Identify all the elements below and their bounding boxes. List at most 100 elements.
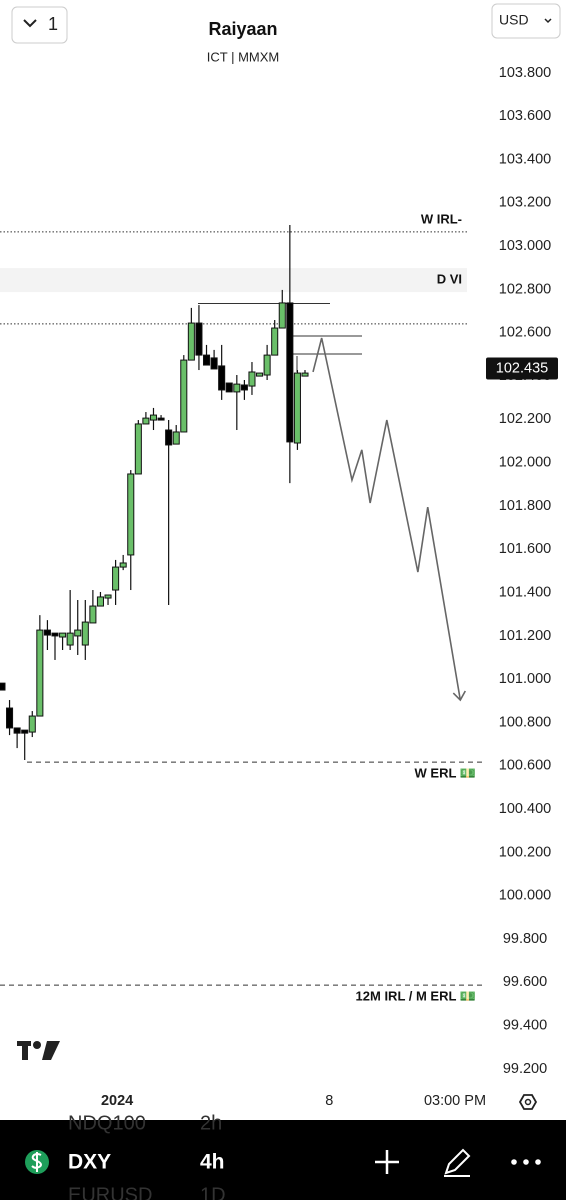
candle-body (187, 322, 195, 361)
candle-body (210, 357, 218, 370)
y-tick-label: 103.000 (499, 238, 551, 254)
y-tick-label: 100.400 (499, 801, 551, 817)
add-icon[interactable] (375, 1150, 399, 1174)
y-tick-label: 101.400 (499, 584, 551, 600)
candle-body (96, 596, 104, 607)
candle-body (278, 302, 286, 329)
faded-interval: 1D (200, 1184, 226, 1200)
x-tick-label: 03:00 PM (424, 1093, 486, 1109)
candle-body (180, 359, 188, 433)
y-tick-label: 103.800 (499, 65, 551, 81)
y-tick-label: 101.600 (499, 541, 551, 557)
x-tick-label: 8 (325, 1093, 333, 1109)
subtitle: ICT | MMXM (207, 49, 279, 64)
candle-body (301, 372, 309, 377)
candle-body (66, 632, 74, 646)
draw-icon[interactable] (444, 1148, 471, 1177)
candle-body (127, 473, 135, 556)
last-price-box (486, 357, 558, 380)
candle-body (248, 371, 256, 387)
zone-label: D VI (437, 272, 462, 287)
candle-body (59, 632, 67, 638)
candle-body (142, 417, 150, 425)
candle-body (165, 429, 173, 446)
candle-body (233, 383, 241, 393)
y-tick-label: 100.000 (499, 888, 551, 904)
zone (0, 268, 467, 293)
y-tick-label: 103.400 (499, 151, 551, 167)
y-tick-label: 101.000 (499, 671, 551, 687)
level-label: 12M IRL / M ERL 💵 (356, 989, 476, 1004)
candle-body (240, 384, 248, 391)
candle-body (263, 354, 271, 376)
symbol[interactable]: DXY (68, 1151, 111, 1174)
projection-path (312, 337, 462, 701)
y-tick-label: 99.800 (503, 931, 547, 947)
bottom-bar (0, 1120, 566, 1200)
y-tick-label: 100.600 (499, 758, 551, 774)
candle-body (271, 327, 279, 356)
y-tick-label: 99.400 (503, 1018, 547, 1034)
timeframe[interactable]: 4h (200, 1151, 225, 1174)
interval-button[interactable] (11, 6, 68, 44)
title: Raiyaan (208, 19, 277, 39)
candle-body (119, 562, 127, 568)
y-tick-label: 99.200 (503, 1061, 547, 1077)
y-tick-label: 103.200 (499, 195, 551, 211)
candle-body (112, 566, 120, 591)
logo (17, 1041, 60, 1060)
candle-body (21, 729, 29, 734)
candle-body (218, 365, 226, 391)
chevron-icon (23, 19, 37, 28)
candle-body (81, 621, 89, 646)
candle-body (157, 417, 165, 421)
drawing (198, 303, 362, 372)
candle-body (286, 302, 294, 443)
x-tick-label: 2024 (101, 1093, 133, 1109)
last-price-label: 102.435 (496, 360, 548, 376)
y-tick-label: 100.200 (499, 844, 551, 860)
dollar-glyph (31, 1152, 42, 1172)
faded-symbol: EURUSD (68, 1184, 152, 1200)
candle-body (36, 629, 44, 717)
candle-body (149, 414, 158, 421)
interval: 1 (48, 14, 58, 34)
faded-interval: 2h (200, 1112, 222, 1134)
candle-body (134, 423, 142, 475)
y-tick-label: 100.800 (499, 714, 551, 730)
projection-arrow (452, 690, 467, 702)
candle-body (0, 682, 6, 691)
candle-body (89, 605, 97, 624)
y-tick-label: 101.800 (499, 498, 551, 514)
y-tick-label: 102.000 (499, 455, 551, 471)
candle-body (28, 715, 36, 733)
candle-body (43, 629, 51, 636)
level-label: W IRL- (421, 211, 462, 226)
level-label: W ERL 💵 (415, 766, 476, 781)
faded-symbol: NDQ100 (68, 1112, 146, 1134)
settings-icon[interactable] (518, 1094, 538, 1110)
currency: USD (499, 12, 529, 28)
candle-body (13, 727, 21, 734)
chevron-icon (544, 18, 552, 24)
candle-body (293, 372, 301, 444)
y-tick-label: 102.600 (499, 325, 551, 341)
candle-body (51, 632, 59, 637)
y-tick-label: 101.200 (499, 628, 551, 644)
candle-body (202, 354, 211, 366)
y-tick-label: 102.200 (499, 411, 551, 427)
price-axis (485, 0, 566, 1085)
plot: D VI W IRL- W ERL 💵 12M IRL / M ERL 💵 (0, 211, 483, 1004)
candle-body (225, 382, 233, 393)
candle-body (195, 322, 203, 356)
y-tick-label: 102.800 (499, 281, 551, 297)
candle-body (74, 629, 82, 637)
candle-body (172, 431, 180, 445)
y-tick-label: 99.600 (503, 974, 547, 990)
currency-button[interactable] (491, 3, 561, 39)
more-icon[interactable] (511, 1159, 541, 1165)
candle-body (256, 372, 264, 377)
candle-body (104, 594, 112, 599)
